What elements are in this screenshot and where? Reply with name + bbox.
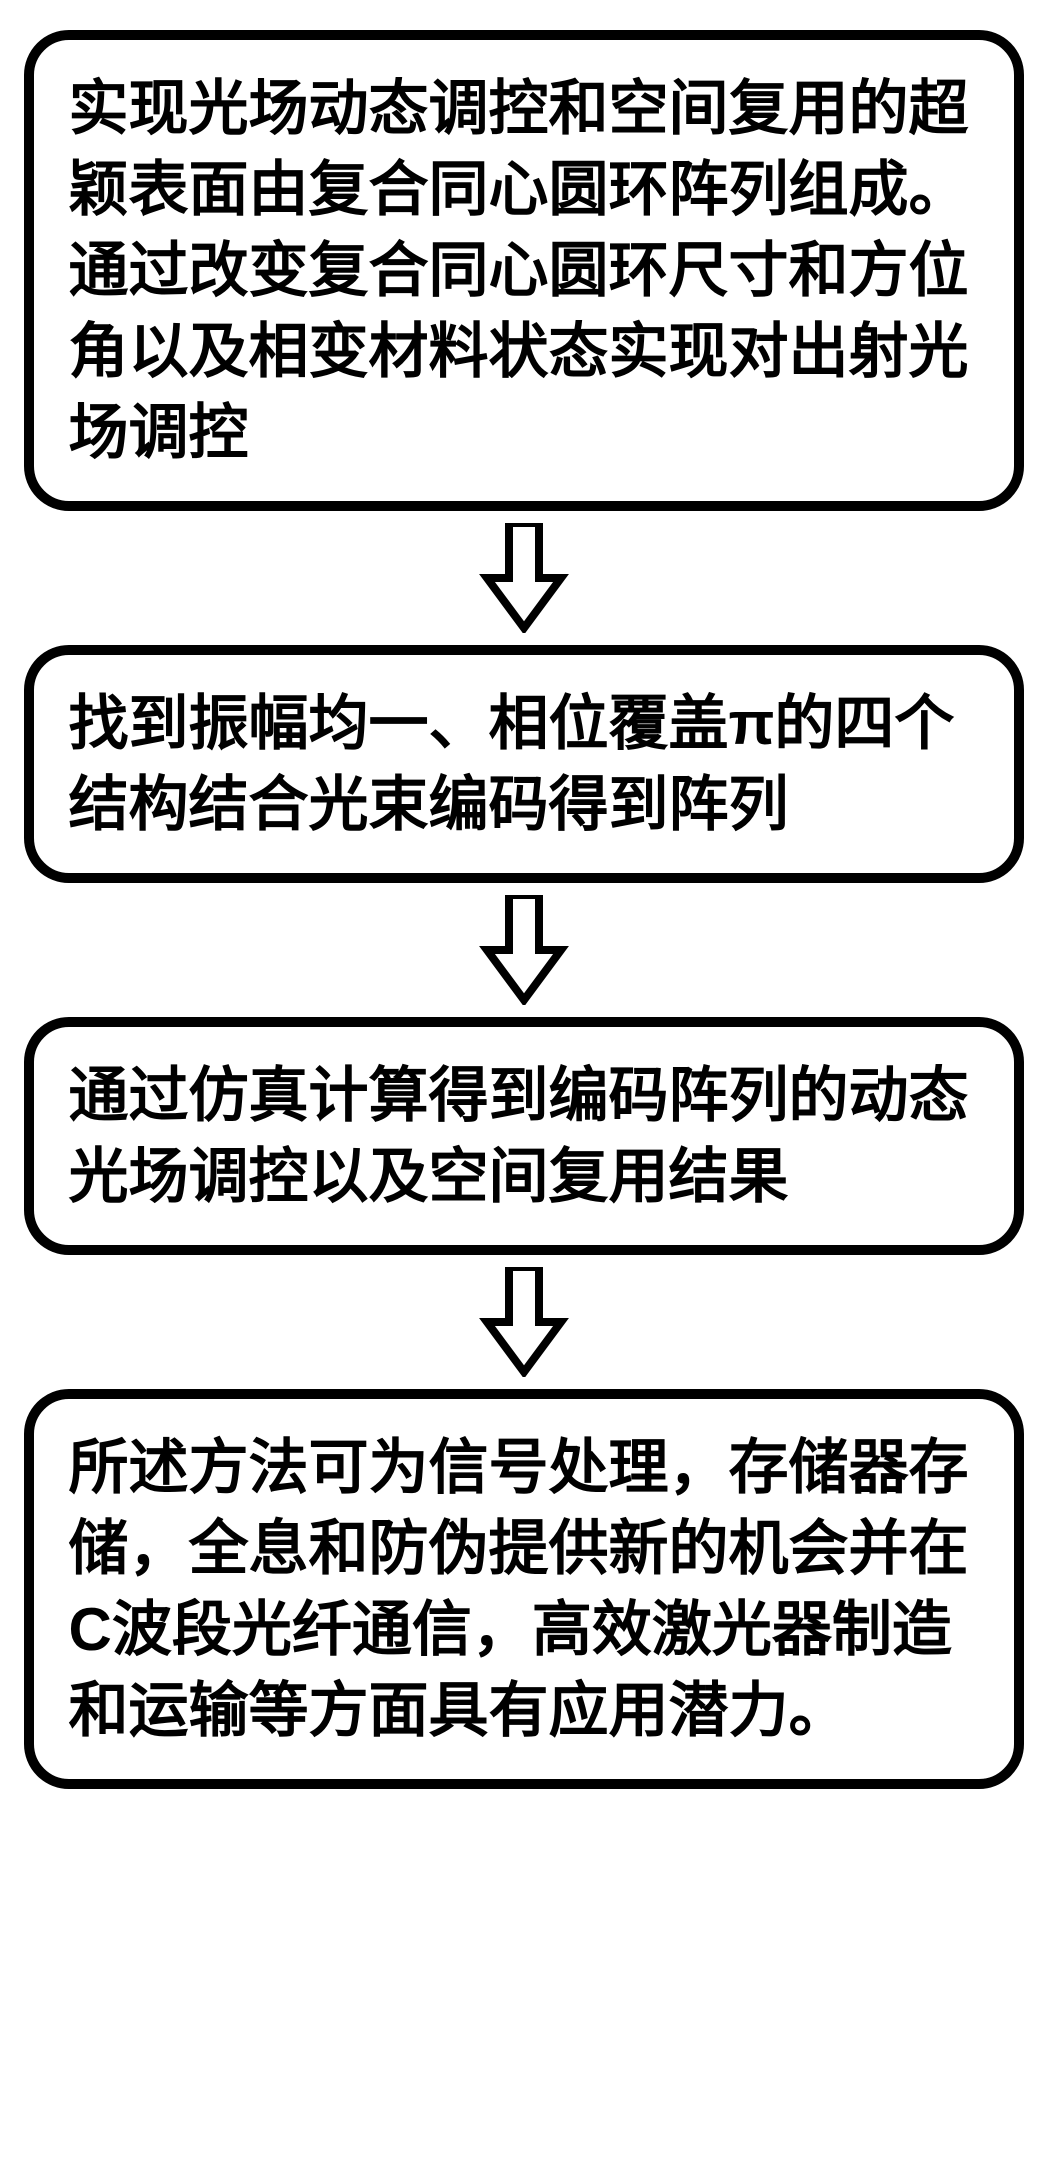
flowchart-box-4-text: 所述方法可为信号处理，存储器存储，全息和防伪提供新的机会并在C波段光纤通信，高效… <box>69 1427 979 1751</box>
flowchart-arrow-1 <box>479 523 569 633</box>
flowchart-box-4: 所述方法可为信号处理，存储器存储，全息和防伪提供新的机会并在C波段光纤通信，高效… <box>24 1389 1024 1789</box>
flowchart-box-1-text: 实现光场动态调控和空间复用的超颖表面由复合同心圆环阵列组成。通过改变复合同心圆环… <box>69 68 979 473</box>
down-arrow-icon <box>479 895 569 1005</box>
flowchart-arrow-2 <box>479 895 569 1005</box>
flowchart-box-2: 找到振幅均一、相位覆盖π的四个结构结合光束编码得到阵列 <box>24 645 1024 883</box>
flowchart-box-3-text: 通过仿真计算得到编码阵列的动态光场调控以及空间复用结果 <box>69 1055 979 1217</box>
flowchart-arrow-3 <box>479 1267 569 1377</box>
flowchart-box-1: 实现光场动态调控和空间复用的超颖表面由复合同心圆环阵列组成。通过改变复合同心圆环… <box>24 30 1024 511</box>
flowchart-container: 实现光场动态调控和空间复用的超颖表面由复合同心圆环阵列组成。通过改变复合同心圆环… <box>24 30 1024 1789</box>
flowchart-box-3: 通过仿真计算得到编码阵列的动态光场调控以及空间复用结果 <box>24 1017 1024 1255</box>
down-arrow-icon <box>479 523 569 633</box>
flowchart-box-2-text: 找到振幅均一、相位覆盖π的四个结构结合光束编码得到阵列 <box>69 683 979 845</box>
down-arrow-icon <box>479 1267 569 1377</box>
